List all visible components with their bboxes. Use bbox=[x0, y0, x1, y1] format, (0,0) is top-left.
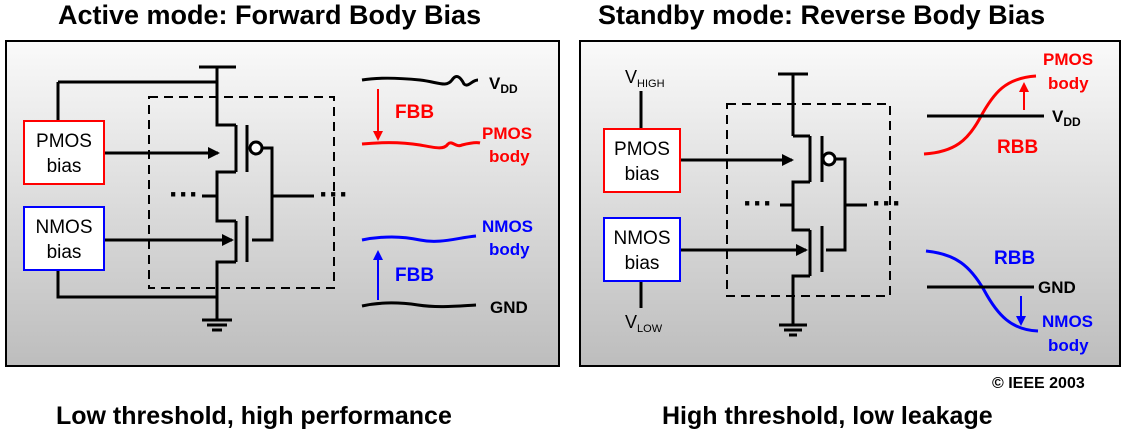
left-dashed-box bbox=[148, 96, 335, 289]
right-rbb-label-top: RBB bbox=[997, 137, 1038, 158]
left-panel: ··· ··· PMOS bias NMOS bias VDD FBB PMOS… bbox=[5, 40, 560, 367]
left-pmos-bias-label-2: bias bbox=[47, 156, 82, 177]
right-nmos-body-label-2: body bbox=[1048, 336, 1089, 355]
left-title: Active mode: Forward Body Bias bbox=[58, 0, 482, 30]
left-nmos-body-label-2: body bbox=[489, 240, 530, 259]
left-dots-inner: ··· bbox=[169, 178, 199, 211]
right-vdd-sub: DD bbox=[1063, 115, 1081, 129]
right-nmos-bias-label-1: NMOS bbox=[614, 228, 671, 249]
right-title: Standby mode: Reverse Body Bias bbox=[598, 0, 1046, 30]
left-vdd-main: V bbox=[489, 74, 501, 93]
left-nmos-bias-label-1: NMOS bbox=[36, 217, 93, 238]
right-pmos-body-line bbox=[923, 74, 1037, 156]
left-dots-outer: ··· bbox=[319, 178, 349, 211]
right-gnd-label: GND bbox=[1038, 278, 1076, 297]
right-pmos-gate-bubble bbox=[821, 151, 837, 167]
right-pmos-bias-label-1: PMOS bbox=[614, 139, 670, 160]
right-nmos-bias-label-2: bias bbox=[625, 253, 660, 274]
right-vhigh-label: VHIGH bbox=[625, 67, 665, 90]
right-dots-inner: ··· bbox=[743, 187, 773, 220]
left-pmos-body-label-1: PMOS bbox=[482, 124, 532, 143]
right-pmos-bias-box: PMOS bias bbox=[603, 128, 681, 193]
right-pmos-body-label-2: body bbox=[1048, 74, 1089, 93]
right-rbb-label-bottom: RBB bbox=[994, 248, 1035, 269]
left-nmos-bias-box: NMOS bias bbox=[23, 206, 105, 271]
right-vhigh-main: V bbox=[625, 67, 637, 87]
left-vdd-label: VDD bbox=[489, 74, 518, 96]
left-pmos-body-line bbox=[361, 141, 481, 150]
right-vhigh-sub: HIGH bbox=[637, 78, 665, 90]
left-caption: Low threshold, high performance bbox=[56, 402, 452, 430]
left-vdd-sub: DD bbox=[500, 82, 518, 96]
left-nmos-body-line bbox=[361, 234, 477, 243]
right-caption: High threshold, low leakage bbox=[662, 402, 993, 430]
right-circuit-wires bbox=[639, 72, 867, 337]
left-gnd-label: GND bbox=[490, 298, 528, 317]
right-panel: ··· ··· VHIGH VLOW PMOS bias NMOS bias P… bbox=[579, 40, 1121, 367]
right-pmos-body-label-1: PMOS bbox=[1043, 50, 1093, 69]
left-fbb-label-bottom: FBB bbox=[395, 265, 434, 286]
right-nmos-body-line bbox=[925, 249, 1039, 333]
left-pmos-bias-box: PMOS bias bbox=[23, 120, 105, 185]
left-nmos-bias-label-2: bias bbox=[47, 242, 82, 263]
right-dashed-box bbox=[726, 103, 891, 297]
right-nmos-bias-box: NMOS bias bbox=[603, 217, 681, 282]
right-dots-outer: ··· bbox=[872, 187, 902, 220]
right-vlow-main: V bbox=[625, 312, 637, 332]
copyright-notice: © IEEE 2003 bbox=[992, 375, 1085, 392]
left-pmos-body-label-2: body bbox=[489, 147, 530, 166]
right-vlow-sub: LOW bbox=[637, 323, 663, 335]
right-vdd-main: V bbox=[1052, 107, 1064, 126]
left-nmos-body-label-1: NMOS bbox=[482, 217, 533, 236]
left-vdd-line bbox=[361, 75, 479, 87]
left-circuit-wires bbox=[56, 65, 314, 332]
right-nmos-body-label-1: NMOS bbox=[1042, 312, 1093, 331]
right-vlow-label: VLOW bbox=[625, 312, 663, 335]
left-pmos-gate-bubble bbox=[248, 140, 264, 156]
left-fbb-label-top: FBB bbox=[395, 102, 434, 123]
left-pmos-bias-label-1: PMOS bbox=[36, 131, 92, 152]
left-panel-background bbox=[5, 40, 560, 367]
left-gnd-line bbox=[361, 301, 477, 309]
right-pmos-bias-label-2: bias bbox=[625, 164, 660, 185]
right-vdd-label: VDD bbox=[1052, 107, 1081, 129]
